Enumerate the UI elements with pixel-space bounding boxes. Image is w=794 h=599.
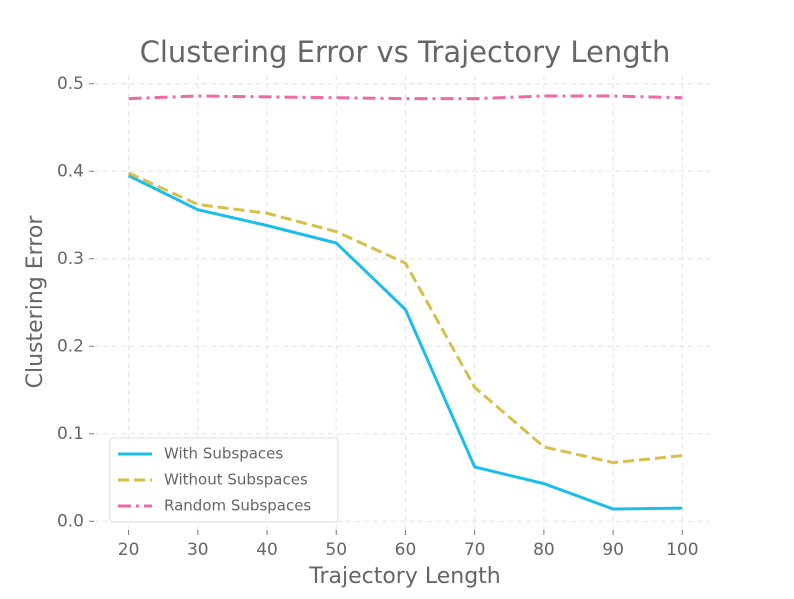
x-tick-label: 70 (464, 540, 486, 560)
x-tick-label: 60 (395, 540, 417, 560)
y-axis-label: Clustering Error (23, 215, 48, 389)
y-tick-label: 0.5 (57, 74, 84, 94)
x-tick-label: 40 (256, 540, 278, 560)
legend-label: Random Subspaces (164, 497, 311, 515)
chart-title: Clustering Error vs Trajectory Length (140, 35, 671, 69)
series-line (127, 174, 683, 511)
series-line (127, 171, 683, 465)
y-tick-label: 0.2 (57, 336, 84, 356)
legend-label: Without Subspaces (164, 471, 308, 489)
x-tick-label: 50 (325, 540, 347, 560)
legend-label: With Subspaces (164, 445, 283, 463)
y-tick-label: 0.3 (57, 249, 84, 269)
x-tick-label: 100 (666, 540, 698, 560)
y-tick-label: 0.1 (57, 424, 84, 444)
x-tick-label: 30 (187, 540, 209, 560)
legend: With Subspaces Without Subspaces Random Su… (109, 437, 339, 523)
x-tick-label: 80 (533, 540, 555, 560)
series-line (128, 94, 683, 101)
y-tick-label: 0.0 (57, 511, 84, 531)
x-tick-label: 90 (602, 540, 624, 560)
y-tick-label: 0.4 (57, 161, 84, 181)
x-axis-label: Trajectory Length (308, 564, 501, 589)
legend-box (109, 437, 339, 523)
x-tick-label: 20 (118, 540, 140, 560)
